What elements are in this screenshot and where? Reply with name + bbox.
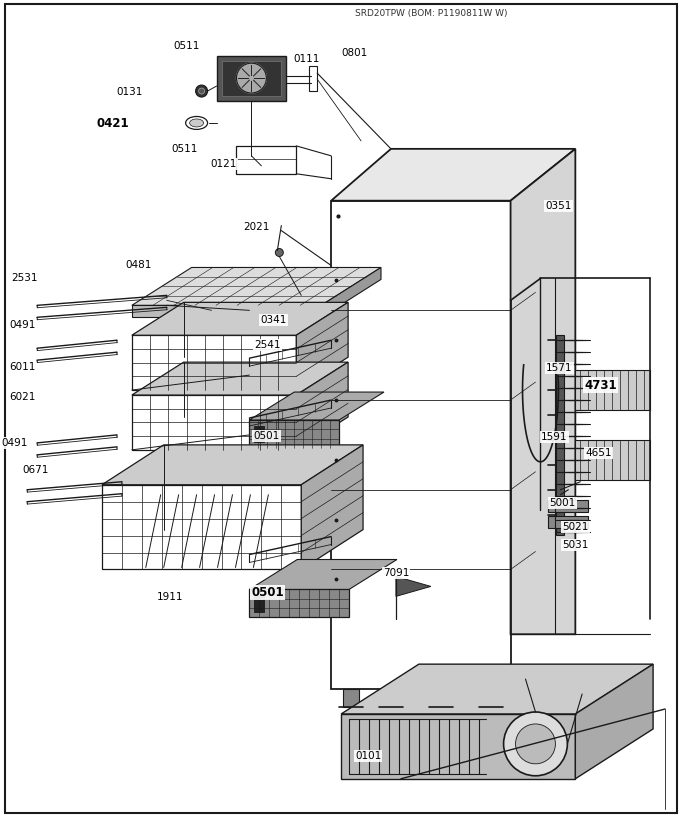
Bar [309, 66, 317, 91]
Bar [343, 689, 359, 707]
Polygon shape [250, 420, 339, 448]
Text: 0131: 0131 [117, 87, 143, 97]
Polygon shape [102, 484, 301, 569]
Bar [254, 595, 265, 612]
Circle shape [275, 248, 284, 257]
Text: 0501: 0501 [251, 586, 284, 599]
Circle shape [237, 63, 267, 93]
Text: 1591: 1591 [541, 432, 568, 442]
Bar [383, 689, 399, 707]
Text: 0421: 0421 [97, 118, 129, 131]
Text: 4651: 4651 [585, 448, 611, 458]
Text: 0121: 0121 [210, 158, 237, 169]
Text: 1571: 1571 [546, 363, 573, 373]
Circle shape [504, 712, 567, 776]
Bar [237, 146, 296, 174]
Circle shape [196, 85, 207, 97]
Text: 5021: 5021 [562, 521, 588, 532]
Text: 0101: 0101 [355, 751, 381, 761]
Text: 2541: 2541 [254, 340, 281, 350]
Circle shape [199, 88, 205, 94]
Polygon shape [575, 664, 653, 779]
Polygon shape [132, 395, 296, 450]
Ellipse shape [190, 119, 203, 127]
Polygon shape [331, 149, 575, 201]
Text: 5001: 5001 [549, 498, 575, 507]
Bar [432, 689, 449, 707]
Polygon shape [250, 392, 384, 420]
Polygon shape [132, 362, 348, 395]
Bar [483, 689, 498, 707]
Polygon shape [341, 664, 653, 714]
Polygon shape [132, 306, 321, 317]
Ellipse shape [186, 117, 207, 129]
Bar [254, 426, 264, 442]
Text: 2531: 2531 [11, 274, 37, 283]
Polygon shape [102, 445, 363, 484]
Polygon shape [250, 589, 349, 618]
Text: 4731: 4731 [584, 378, 617, 391]
Text: 6021: 6021 [9, 392, 35, 402]
Text: 5031: 5031 [562, 539, 588, 550]
Text: 0511: 0511 [171, 144, 198, 154]
Bar [549, 516, 588, 528]
Text: 0111: 0111 [293, 54, 320, 65]
Polygon shape [132, 335, 296, 390]
Polygon shape [216, 56, 286, 101]
Text: 0491: 0491 [1, 438, 27, 448]
Text: 1911: 1911 [156, 592, 183, 602]
Bar [556, 335, 564, 534]
Polygon shape [296, 302, 348, 390]
Polygon shape [250, 560, 397, 589]
Circle shape [515, 724, 556, 764]
Polygon shape [331, 201, 511, 689]
Text: 6011: 6011 [9, 362, 35, 372]
Text: 0481: 0481 [126, 261, 152, 270]
Polygon shape [341, 714, 575, 779]
Polygon shape [511, 149, 575, 634]
Polygon shape [296, 362, 348, 450]
Text: 2021: 2021 [243, 221, 269, 231]
Bar [549, 500, 588, 511]
Text: 0491: 0491 [9, 320, 35, 330]
Polygon shape [575, 440, 650, 480]
Polygon shape [321, 267, 381, 317]
Polygon shape [132, 267, 381, 306]
Text: 0341: 0341 [260, 315, 286, 325]
Text: 0671: 0671 [22, 465, 48, 475]
Polygon shape [396, 577, 431, 596]
Text: 0501: 0501 [253, 431, 279, 441]
Polygon shape [132, 302, 348, 335]
Text: 0511: 0511 [173, 41, 200, 51]
Text: 0351: 0351 [545, 201, 572, 211]
Polygon shape [301, 445, 363, 569]
Polygon shape [575, 370, 650, 410]
Text: SRD20TPW (BOM: P1190811W W): SRD20TPW (BOM: P1190811W W) [354, 9, 507, 18]
Text: 0801: 0801 [341, 48, 367, 58]
Text: 7091: 7091 [383, 569, 409, 578]
Polygon shape [222, 61, 282, 96]
